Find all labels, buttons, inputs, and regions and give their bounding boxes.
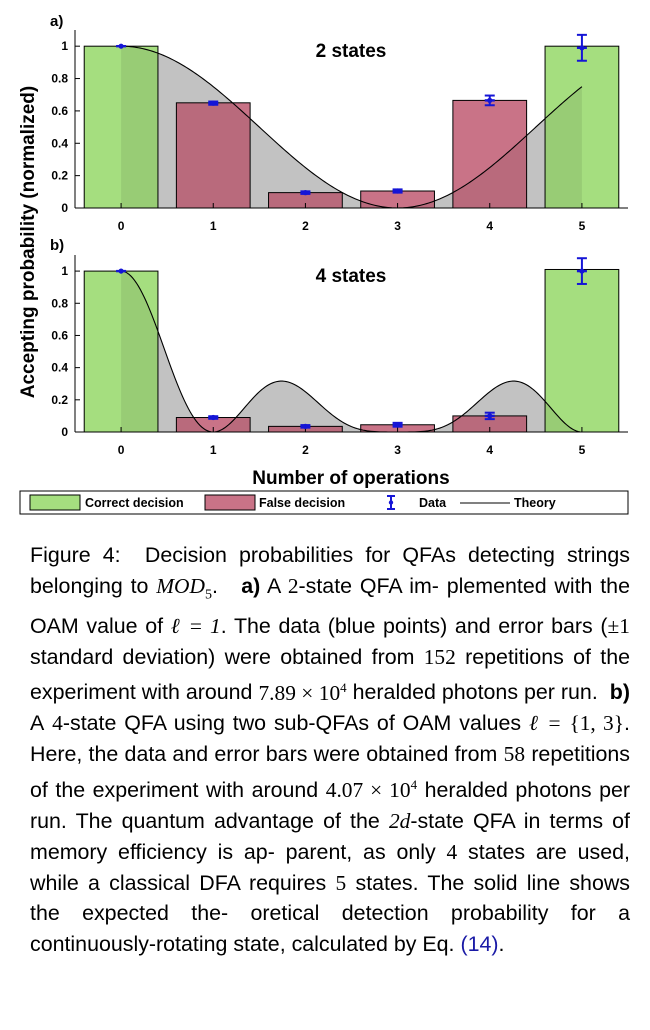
legend-label-data: Data xyxy=(419,496,447,510)
panel-title: 2 states xyxy=(316,41,387,62)
y-tick-label: 0.6 xyxy=(51,104,68,118)
y-tick-label: 0.2 xyxy=(51,393,68,407)
data-point-0 xyxy=(116,268,127,274)
legend-box xyxy=(19,490,629,515)
data-point-0 xyxy=(116,43,127,49)
y-tick-label: 0.2 xyxy=(51,169,68,183)
x-tick-label: 1 xyxy=(210,443,217,457)
data-point-5 xyxy=(576,33,587,62)
y-tick-label: 0 xyxy=(61,425,68,439)
data-point-1 xyxy=(208,414,219,421)
data-point-1 xyxy=(208,100,219,106)
x-tick-label: 0 xyxy=(118,443,125,457)
legend: Correct decision False decision Data Theory xyxy=(19,490,629,515)
panel-label: b) xyxy=(50,237,64,254)
correct-decision-bar-5 xyxy=(544,268,620,433)
legend-swatch-false xyxy=(204,494,256,511)
x-tick-label: 2 xyxy=(302,219,309,233)
theory-line xyxy=(121,45,583,209)
legend-swatch-correct xyxy=(29,494,81,511)
theory-overlay xyxy=(121,46,582,209)
mod-math: MOD5 xyxy=(156,573,212,603)
y-tick-label: 0.6 xyxy=(51,328,68,342)
x-tick-label: 4 xyxy=(486,219,493,233)
y-tick-label: 0.4 xyxy=(51,361,68,375)
y-tick-label: 1 xyxy=(61,39,68,53)
theory-overlay xyxy=(121,271,582,432)
x-tick-label: 5 xyxy=(579,443,586,457)
caption-label-b: b) xyxy=(609,680,630,705)
data-point-4 xyxy=(484,94,495,107)
false-decision-bar-4 xyxy=(452,99,528,209)
equation-reference-link[interactable]: (14) xyxy=(460,932,499,957)
x-tick-label: 0 xyxy=(118,219,125,233)
x-tick-label: 4 xyxy=(486,443,493,457)
data-point-2 xyxy=(300,423,311,429)
x-tick-label: 2 xyxy=(302,443,309,457)
x-tick-label: 3 xyxy=(394,219,401,233)
correct-decision-bar-0 xyxy=(83,270,159,433)
legend-label-false: False decision xyxy=(259,496,345,510)
y-tick-label: 0 xyxy=(61,201,68,215)
legend-swatch-data xyxy=(387,495,395,510)
caption-label-a: a) xyxy=(241,573,261,598)
legend-label-correct: Correct decision xyxy=(85,496,184,510)
false-decision-bar-1 xyxy=(175,102,251,209)
y-tick-label: 0.8 xyxy=(51,296,68,310)
x-tick-label: 3 xyxy=(394,443,401,457)
data-point-4 xyxy=(484,411,495,421)
x-tick-label: 5 xyxy=(579,219,586,233)
theory-line xyxy=(121,270,582,433)
figure: 0 0.2 0.4 0.6 0.8 1 0 1 2 3 4 5 a) 2 states 0 0.2 0.4 0.… xyxy=(18,13,629,515)
figure-caption: Figure 4: Decision probabilities for QFA… xyxy=(30,543,631,957)
correct-decision-bar-5 xyxy=(544,45,620,209)
data-point-2 xyxy=(300,190,311,196)
x-axis-label: Number of operations xyxy=(252,468,449,489)
data-point-3 xyxy=(392,421,403,428)
ell-math: ℓ = 1 xyxy=(170,613,221,638)
caption-text: Decision probabilities for QFAs detectin… xyxy=(30,543,630,598)
legend-label-theory: Theory xyxy=(514,496,556,510)
y-axis-label: Accepting probability (normalized) xyxy=(18,86,39,398)
panel-a: 0 0.2 0.4 0.6 0.8 1 0 1 2 3 4 5 a) 2 states xyxy=(50,13,628,233)
y-tick-label: 0.4 xyxy=(51,136,68,150)
y-tick-label: 0.8 xyxy=(51,72,68,86)
panel-title: 4 states xyxy=(316,266,387,287)
data-point-5 xyxy=(576,257,587,285)
figure-label: Figure 4: xyxy=(30,543,121,567)
theory-fill xyxy=(121,271,582,432)
y-tick-label: 1 xyxy=(61,264,68,278)
panel-b: 0 0.2 0.4 0.6 0.8 1 0 1 2 3 4 5 b) 4 states xyxy=(50,237,628,457)
data-point-3 xyxy=(392,188,403,194)
panel-label: a) xyxy=(50,13,63,30)
x-tick-label: 1 xyxy=(210,219,217,233)
